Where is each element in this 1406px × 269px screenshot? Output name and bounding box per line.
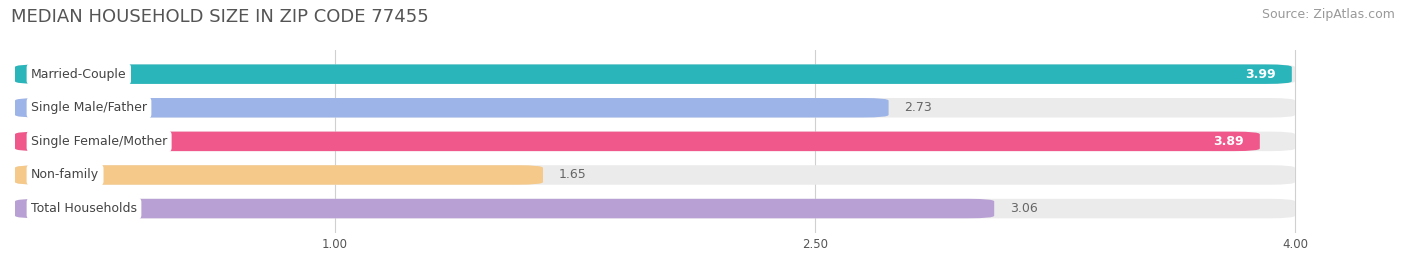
FancyBboxPatch shape bbox=[15, 64, 1295, 84]
FancyBboxPatch shape bbox=[15, 98, 1295, 118]
FancyBboxPatch shape bbox=[15, 64, 1292, 84]
FancyBboxPatch shape bbox=[15, 98, 889, 118]
FancyBboxPatch shape bbox=[15, 132, 1295, 151]
Text: Single Male/Father: Single Male/Father bbox=[31, 101, 148, 114]
FancyBboxPatch shape bbox=[15, 165, 1295, 185]
Text: Non-family: Non-family bbox=[31, 168, 100, 182]
Text: MEDIAN HOUSEHOLD SIZE IN ZIP CODE 77455: MEDIAN HOUSEHOLD SIZE IN ZIP CODE 77455 bbox=[11, 8, 429, 26]
Text: 3.06: 3.06 bbox=[1010, 202, 1038, 215]
FancyBboxPatch shape bbox=[15, 199, 1295, 218]
Text: 1.65: 1.65 bbox=[560, 168, 586, 182]
Text: 3.89: 3.89 bbox=[1213, 135, 1244, 148]
Text: 3.99: 3.99 bbox=[1246, 68, 1275, 81]
Text: Total Households: Total Households bbox=[31, 202, 136, 215]
FancyBboxPatch shape bbox=[15, 199, 994, 218]
Text: Married-Couple: Married-Couple bbox=[31, 68, 127, 81]
Text: Single Female/Mother: Single Female/Mother bbox=[31, 135, 167, 148]
Text: 2.73: 2.73 bbox=[904, 101, 932, 114]
Text: Source: ZipAtlas.com: Source: ZipAtlas.com bbox=[1261, 8, 1395, 21]
FancyBboxPatch shape bbox=[15, 165, 543, 185]
FancyBboxPatch shape bbox=[15, 132, 1260, 151]
